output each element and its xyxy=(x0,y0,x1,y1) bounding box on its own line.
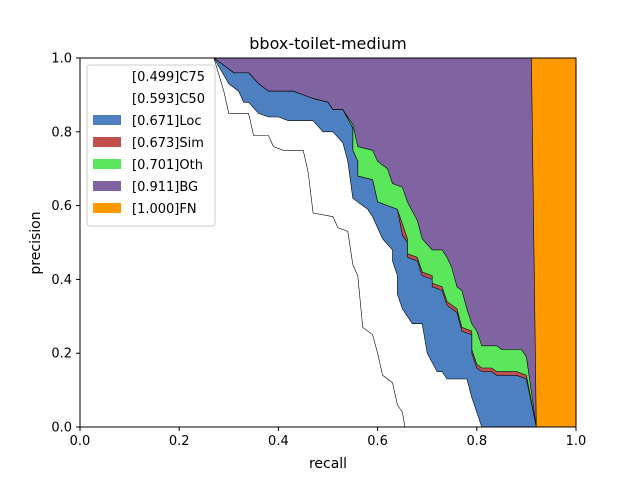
y-tick-label: 0.8 xyxy=(51,125,72,140)
y-tick-label: 0.0 xyxy=(51,421,72,436)
legend-swatch xyxy=(93,93,121,103)
x-tick-label: 0.8 xyxy=(466,434,487,449)
legend-swatch xyxy=(93,159,121,169)
legend-swatch xyxy=(93,71,121,81)
x-tick-label: 0.6 xyxy=(367,434,388,449)
x-axis-label: recall xyxy=(309,456,347,472)
legend: [0.499]C75 [0.593]C50 [0.671]Loc [0.673]Sim… xyxy=(86,64,216,227)
legend-swatch xyxy=(93,203,121,213)
y-tick-label: 0.2 xyxy=(51,347,72,362)
legend-label: [0.593]C50 xyxy=(132,92,205,107)
legend-label: [1.000]FN xyxy=(132,202,197,217)
legend-swatch xyxy=(93,137,121,147)
plot-frame xyxy=(79,57,577,428)
chart-title: bbox-toilet-medium xyxy=(249,34,406,53)
legend-swatch xyxy=(93,115,121,125)
y-tick-label: 0.4 xyxy=(51,273,72,288)
legend-label: [0.499]C75 xyxy=(132,70,205,85)
legend-label: [0.671]Loc xyxy=(132,114,201,129)
legend-label: [0.673]Sim xyxy=(132,136,204,151)
y-tick-label: 1.0 xyxy=(51,52,72,67)
axes-layer: 0.0 0.2 0.4 0.6 0.8 1.0 0.0 0.2 0.4 0.6 0.8 1.0 xyxy=(51,52,586,450)
legend-label: [0.701]Oth xyxy=(132,158,203,173)
x-tick-label: 0.2 xyxy=(169,434,190,449)
x-tick-label: 1.0 xyxy=(566,434,587,449)
legend-label: [0.911]BG xyxy=(132,180,198,195)
y-axis-label: precision xyxy=(28,211,44,274)
x-tick-label: 0.0 xyxy=(70,434,91,449)
y-tick-label: 0.6 xyxy=(51,199,72,214)
x-tick-label: 0.4 xyxy=(268,434,289,449)
legend-swatch xyxy=(93,181,121,191)
